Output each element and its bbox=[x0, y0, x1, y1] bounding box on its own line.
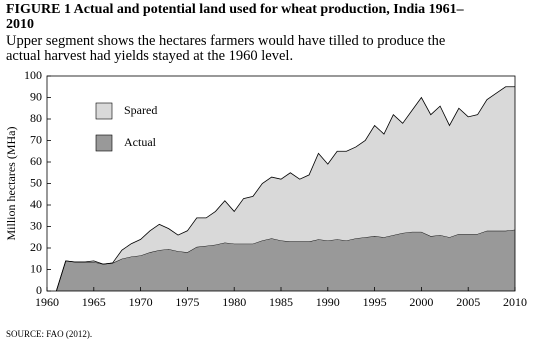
x-tick-label: 2010 bbox=[503, 295, 527, 309]
area-outline bbox=[55, 86, 515, 292]
y-tick-label: 100 bbox=[24, 68, 42, 82]
x-tick-label: 2000 bbox=[409, 295, 433, 309]
y-tick-label: 60 bbox=[30, 154, 42, 168]
y-tick-label: 0 bbox=[36, 283, 42, 297]
y-tick-label: 10 bbox=[30, 261, 42, 275]
y-tick-label: 40 bbox=[30, 197, 42, 211]
x-tick-label: 1970 bbox=[129, 295, 153, 309]
area bbox=[56, 86, 516, 291]
x-tick-label: 1965 bbox=[82, 295, 106, 309]
y-tick-label: 70 bbox=[30, 132, 42, 146]
chart-title: FIGURE 1 Actual and potential land used … bbox=[6, 2, 464, 32]
legend-label: Actual bbox=[124, 135, 157, 149]
x-tick-label: 1995 bbox=[363, 295, 387, 309]
chart: 0 10 20 30 40 50 60 70 80 90 100 1960 1965 1970 1975 19… bbox=[4, 68, 527, 309]
x-tick-label: 1990 bbox=[316, 295, 340, 309]
x-tick-label: 1960 bbox=[35, 295, 59, 309]
source-note: SOURCE: FAO (2012). bbox=[6, 329, 93, 339]
x-tick-label: 1980 bbox=[222, 295, 246, 309]
x-tick-label: 2005 bbox=[456, 295, 480, 309]
legend-swatch bbox=[95, 102, 113, 120]
y-tick-label: 80 bbox=[30, 111, 42, 125]
legend-label: Spared bbox=[124, 103, 157, 117]
y-axis-label: Million hectares (MHa) bbox=[4, 127, 18, 241]
x-tick-label: 1985 bbox=[269, 295, 293, 309]
y-tick-label: 20 bbox=[30, 240, 42, 254]
legend-swatch bbox=[95, 134, 113, 152]
x-tick-label: 1975 bbox=[175, 295, 199, 309]
y-tick-label: 90 bbox=[30, 89, 42, 103]
area bbox=[56, 229, 516, 291]
y-tick-label: 30 bbox=[30, 218, 42, 232]
y-tick-label: 50 bbox=[30, 175, 42, 189]
chart-subtitle: Upper segment shows the hectares farmers… bbox=[6, 33, 446, 64]
